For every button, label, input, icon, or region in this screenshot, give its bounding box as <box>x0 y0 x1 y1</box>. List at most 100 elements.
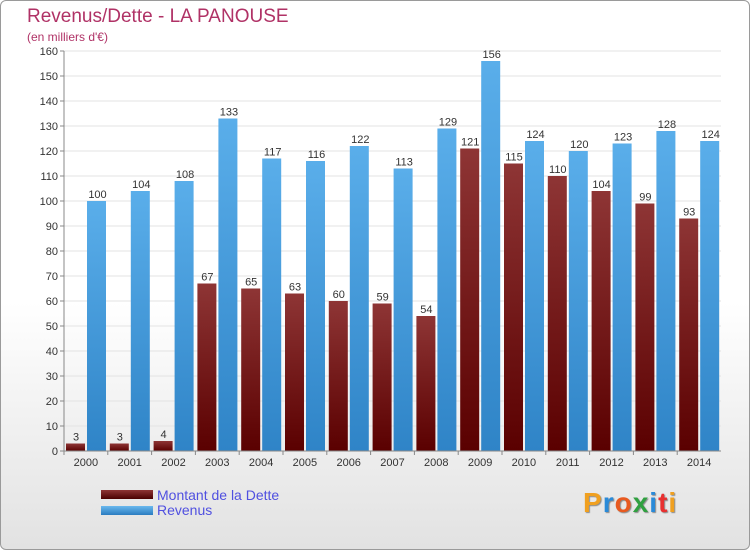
bar-revenus <box>612 143 632 451</box>
y-tick-label: 150 <box>40 71 58 83</box>
logo-letter: P <box>583 487 603 518</box>
bars <box>66 61 720 451</box>
bar-revenus <box>218 118 238 451</box>
value-label: 100 <box>88 189 106 201</box>
value-label: 104 <box>132 179 150 191</box>
value-label: 54 <box>420 304 432 316</box>
value-label: 121 <box>461 137 479 149</box>
value-label: 117 <box>264 147 282 159</box>
bar-dette <box>679 218 699 451</box>
value-label: 115 <box>505 152 523 164</box>
x-tick-label: 2000 <box>74 457 98 469</box>
bar-dette <box>241 288 261 451</box>
y-tick-label: 50 <box>46 321 58 333</box>
value-label: 59 <box>376 292 388 304</box>
bar-revenus <box>349 146 369 451</box>
bar-dette <box>285 293 304 451</box>
bar-revenus <box>306 161 325 451</box>
x-tick-label: 2005 <box>293 457 317 469</box>
y-tick-label: 140 <box>40 96 58 108</box>
value-label: 3 <box>117 432 123 444</box>
value-label: 99 <box>639 192 651 204</box>
bar-dette <box>635 203 655 451</box>
y-tick-label: 10 <box>46 421 58 433</box>
y-tick-label: 40 <box>46 346 58 358</box>
value-label: 123 <box>614 132 632 144</box>
legend-swatch-revenue <box>101 506 153 515</box>
y-tick-label: 110 <box>40 171 58 183</box>
value-label: 63 <box>289 282 301 294</box>
bar-dette <box>372 303 392 451</box>
value-label: 120 <box>570 139 588 151</box>
bar-dette <box>197 283 217 451</box>
value-label: 60 <box>333 289 345 301</box>
x-tick-label: 2002 <box>161 457 185 469</box>
x-tick-label: 2009 <box>468 457 492 469</box>
x-tick-label: 2003 <box>205 457 229 469</box>
y-tick-label: 90 <box>46 221 58 233</box>
bar-revenus <box>525 141 544 451</box>
value-label: 124 <box>702 129 720 141</box>
value-label: 122 <box>351 134 369 146</box>
proxiti-logo: Proxiti <box>583 487 677 519</box>
value-label: 133 <box>220 107 238 119</box>
value-label: 116 <box>308 149 326 161</box>
logo-letter: i <box>649 487 659 518</box>
x-tick-label: 2013 <box>643 457 667 469</box>
bar-revenus <box>568 151 588 451</box>
x-tick-label: 2007 <box>380 457 404 469</box>
bar-revenus <box>87 201 106 451</box>
value-label: 129 <box>439 117 457 129</box>
bar-revenus <box>700 141 720 451</box>
y-tick-label: 120 <box>40 146 58 158</box>
bar-dette <box>460 148 480 451</box>
bar-revenus <box>437 128 457 451</box>
logo-letter: t <box>658 487 669 518</box>
bar-dette <box>416 316 436 451</box>
x-tick-label: 2014 <box>687 457 711 469</box>
x-tick-label: 2011 <box>556 457 580 469</box>
value-label: 124 <box>526 129 544 141</box>
value-labels: 3 100 3 104 4 108 67 133 65 117 63 116 60 122 59 113 54 1… <box>73 49 720 444</box>
bar-dette <box>153 441 173 451</box>
bar-revenus <box>262 158 282 451</box>
value-label: 113 <box>395 157 413 169</box>
value-label: 156 <box>483 49 501 61</box>
grid-lines <box>64 50 721 452</box>
y-tick-label: 20 <box>46 396 58 408</box>
y-tick-label: 100 <box>40 196 58 208</box>
legend-label-revenue: Revenus <box>157 502 213 518</box>
bar-revenus <box>481 61 501 451</box>
value-label: 104 <box>592 179 610 191</box>
value-label: 108 <box>176 169 194 181</box>
bar-revenus <box>174 181 194 451</box>
logo-letter: i <box>668 487 678 518</box>
x-tick-label: 2006 <box>336 457 360 469</box>
logo-letter: r <box>602 487 615 518</box>
value-label: 65 <box>245 277 257 289</box>
x-tick-label: 2012 <box>599 457 623 469</box>
legend-swatch-debt <box>101 490 153 499</box>
value-label: 4 <box>161 429 167 441</box>
y-tick-label: 60 <box>46 296 58 308</box>
bar-dette <box>591 191 611 451</box>
chart-title: Revenus/Dette - LA PANOUSE <box>27 6 289 27</box>
x-tick-label: 2004 <box>249 457 273 469</box>
bar-dette <box>66 443 85 451</box>
chart-subtitle: (en milliers d'€) <box>27 30 108 44</box>
y-tick-label: 160 <box>40 46 58 58</box>
y-tick-label: 70 <box>46 271 58 283</box>
logo-letter: x <box>632 487 650 518</box>
bar-dette <box>504 163 523 451</box>
value-label: 3 <box>73 432 79 444</box>
bar-dette <box>547 176 567 451</box>
value-label: 93 <box>683 207 695 219</box>
legend-label-debt: Montant de la Dette <box>157 487 280 503</box>
x-axis: 2000 2001 2002 2003 2004 2005 2006 2007 2008 2009… <box>63 450 721 469</box>
bar-revenus <box>130 191 150 451</box>
x-tick-label: 2008 <box>424 457 448 469</box>
y-axis: 0 10 20 30 40 50 60 70 80 90 100 110 120 130 140 150 160 <box>40 46 65 458</box>
y-tick-label: 30 <box>46 371 58 383</box>
